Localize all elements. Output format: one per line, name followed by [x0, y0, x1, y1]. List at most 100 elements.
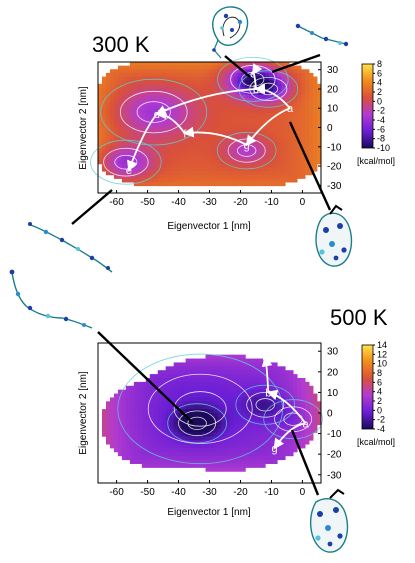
heatmap-cell: [221, 440, 226, 445]
heatmap-cell: [105, 171, 111, 176]
heatmap-cell: [117, 451, 123, 457]
heatmap-cell: [173, 109, 179, 114]
heatmap-cell: [213, 72, 218, 77]
heatmap-cell: [213, 401, 218, 406]
heatmap-cell: [285, 432, 290, 437]
heatmap-cell: [201, 102, 206, 107]
heatmap-cell: [113, 160, 119, 165]
heatmap-cell: [193, 80, 198, 85]
heatmap-cell: [301, 163, 306, 168]
heatmap-cell: [253, 152, 258, 158]
heatmap-cell: [161, 174, 167, 179]
heatmap-cell: [229, 87, 234, 92]
heatmap-cell: [285, 171, 290, 176]
heatmap-cell: [277, 171, 282, 176]
heatmap-cell: [281, 76, 286, 81]
heatmap-cell: [313, 145, 318, 150]
heatmap-cell: [125, 98, 131, 103]
heatmap-cell: [117, 424, 123, 429]
heatmap-cell: [257, 459, 262, 464]
heatmap-cell: [177, 145, 183, 150]
heatmap-cell: [98, 123, 103, 128]
heatmap-cell: [117, 123, 123, 128]
heatmap-cell: [133, 98, 139, 103]
heatmap-cell: [121, 80, 127, 85]
heatmap-cell: [285, 174, 290, 179]
heatmap-cell: [205, 432, 210, 437]
heatmap-cell: [253, 178, 258, 183]
heatmap-cell: [225, 397, 230, 402]
heatmap-cell: [317, 156, 322, 161]
heatmap-cell: [153, 94, 159, 99]
heatmap-cell: [237, 413, 242, 418]
heatmap-cell: [125, 80, 131, 85]
heatmap-cell: [301, 436, 306, 441]
heatmap-cell: [105, 80, 111, 85]
leader-line-c: [224, 55, 251, 78]
heatmap-cell: [217, 354, 222, 359]
heatmap-cell: [209, 83, 214, 88]
heatmap-cell: [265, 156, 270, 161]
heatmap-cell: [153, 416, 159, 422]
heatmap-cell: [233, 69, 238, 74]
heatmap-cell: [197, 87, 202, 92]
colorbar-tick-label: 6: [377, 68, 382, 78]
heatmap-cell: [237, 145, 242, 150]
heatmap-cell: [105, 123, 111, 128]
heatmap-cell: [113, 432, 119, 437]
heatmap-cell: [197, 393, 202, 398]
heatmap-cell: [165, 378, 171, 383]
heatmap-cell: [169, 440, 175, 445]
heatmap-cell: [193, 451, 198, 457]
heatmap-cell: [181, 428, 187, 433]
heatmap-cell: [113, 83, 119, 88]
heatmap-cell: [273, 455, 278, 461]
heatmap-cell: [229, 381, 234, 387]
heatmap-cell: [165, 94, 171, 99]
heatmap-cell: [165, 409, 171, 414]
heatmap-cell: [153, 171, 159, 176]
heatmap-cell: [245, 374, 250, 379]
heatmap-cell: [229, 178, 234, 183]
heatmap-cell: [289, 385, 294, 391]
heatmap-cell: [157, 424, 163, 429]
heatmap-cell: [201, 420, 206, 426]
heatmap-cell: [293, 440, 298, 445]
heatmap-cell: [205, 420, 210, 426]
heatmap-cell: [213, 83, 218, 88]
heatmap-cell: [229, 448, 234, 453]
heatmap-cell: [305, 127, 310, 132]
heatmap-cell: [165, 178, 171, 183]
heatmap-cell: [233, 160, 238, 165]
heatmap-cell: [269, 362, 274, 367]
heatmap-cell: [289, 156, 294, 161]
heatmap-cell: [133, 65, 139, 70]
heatmap-cell: [141, 105, 147, 110]
heatmap-cell: [129, 416, 135, 422]
heatmap-cell: [197, 463, 202, 468]
heatmap-cell: [169, 171, 175, 176]
heatmap-cell: [153, 178, 159, 183]
heatmap-cell: [241, 374, 246, 379]
heatmap-cell: [209, 436, 214, 441]
heatmap-cell: [265, 131, 270, 136]
heatmap-cell: [217, 123, 222, 128]
heatmap-cell: [125, 65, 131, 70]
heatmap-cell: [269, 428, 274, 433]
heatmap-cell: [297, 389, 302, 394]
heatmap-cell: [249, 451, 254, 457]
heatmap-cell: [269, 123, 274, 128]
heatmap-cell: [245, 149, 250, 154]
heatmap-cell: [157, 72, 163, 77]
heatmap-cell: [101, 87, 107, 92]
heatmap-cell: [285, 69, 290, 74]
heatmap-cell: [157, 440, 163, 445]
heatmap-cell: [181, 65, 187, 70]
heatmap-cell: [169, 451, 175, 457]
heatmap-cell: [249, 459, 254, 464]
heatmap-cell: [109, 405, 115, 410]
heatmap-cell: [305, 413, 310, 418]
heatmap-cell: [281, 366, 286, 371]
heatmap-cell: [265, 94, 270, 99]
heatmap-cell: [177, 156, 183, 161]
